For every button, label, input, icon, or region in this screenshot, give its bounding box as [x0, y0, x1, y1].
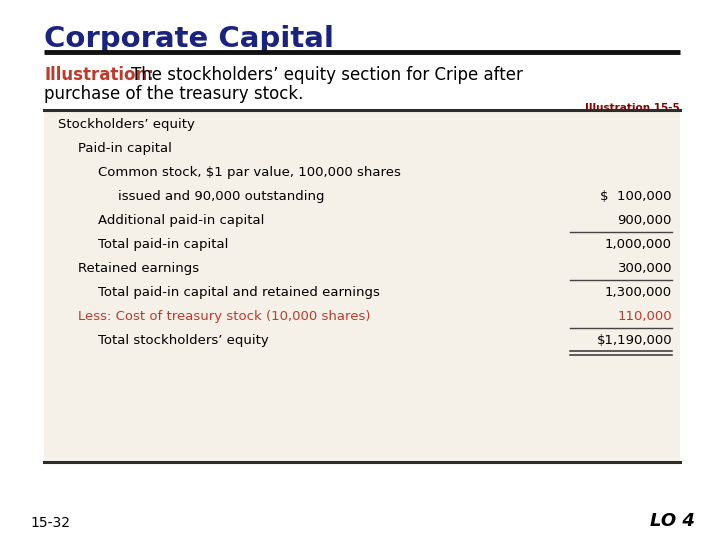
Text: Corporate Capital: Corporate Capital	[44, 25, 334, 53]
Text: Stockholders’ equity: Stockholders’ equity	[58, 118, 195, 131]
Text: Total stockholders’ equity: Total stockholders’ equity	[98, 334, 269, 347]
Text: purchase of the treasury stock.: purchase of the treasury stock.	[44, 85, 303, 103]
Text: 110,000: 110,000	[617, 310, 672, 323]
Text: Common stock, $1 par value, 100,000 shares: Common stock, $1 par value, 100,000 shar…	[98, 166, 401, 179]
Text: Total paid-in capital and retained earnings: Total paid-in capital and retained earni…	[98, 286, 380, 299]
Text: 900,000: 900,000	[618, 214, 672, 227]
Text: $  100,000: $ 100,000	[600, 190, 672, 203]
Text: Less: Cost of treasury stock (10,000 shares): Less: Cost of treasury stock (10,000 sha…	[78, 310, 371, 323]
Text: 1,300,000: 1,300,000	[605, 286, 672, 299]
Text: LO 4: LO 4	[650, 512, 695, 530]
Text: $1,190,000: $1,190,000	[596, 334, 672, 347]
Text: issued and 90,000 outstanding: issued and 90,000 outstanding	[118, 190, 325, 203]
Text: Retained earnings: Retained earnings	[78, 262, 199, 275]
Text: 300,000: 300,000	[618, 262, 672, 275]
Text: 15-32: 15-32	[30, 516, 70, 530]
Text: 1,000,000: 1,000,000	[605, 238, 672, 251]
Text: Paid-in capital: Paid-in capital	[78, 142, 172, 155]
FancyBboxPatch shape	[44, 110, 680, 462]
Text: Illustration:: Illustration:	[44, 66, 154, 84]
Text: Illustration 15-5: Illustration 15-5	[585, 103, 680, 113]
Text: Total paid-in capital: Total paid-in capital	[98, 238, 228, 251]
Text: The stockholders’ equity section for Cripe after: The stockholders’ equity section for Cri…	[131, 66, 523, 84]
Text: Additional paid-in capital: Additional paid-in capital	[98, 214, 264, 227]
